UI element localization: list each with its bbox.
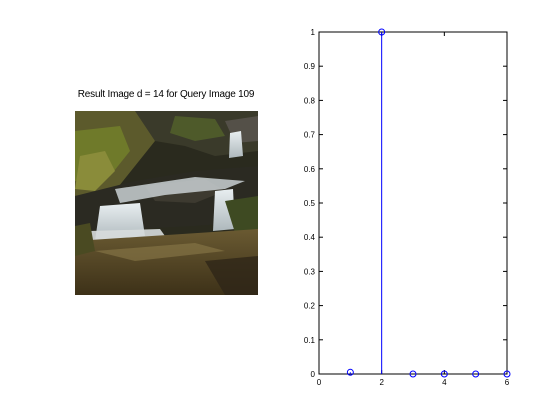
x-tick-label: 4 (442, 378, 447, 387)
plot-area (318, 31, 508, 375)
y-tick-label: 0.3 (304, 267, 316, 276)
y-tick-label: 0.9 (304, 62, 316, 71)
x-tick-label: 0 (317, 378, 322, 387)
y-tick-label: 0.5 (304, 199, 316, 208)
waterfall-photo (75, 111, 258, 295)
result-image (75, 111, 258, 295)
stem-marker (503, 370, 511, 378)
chart-axes: 0 0.1 0.2 0.3 0.4 0.5 0.6 0.7 0.8 0.9 1 0 2 4 6 (304, 28, 510, 387)
y-tick-label: 0.4 (304, 233, 316, 242)
stem-marker (472, 370, 480, 378)
y-tick-label: 0.8 (304, 96, 316, 105)
chart-marks (346, 28, 511, 378)
y-tick-label: 0.2 (304, 302, 316, 311)
y-tick-label: 0.6 (304, 165, 316, 174)
y-tick-label: 1 (311, 28, 316, 37)
stem-marker (440, 370, 448, 378)
x-tick-label: 2 (379, 378, 384, 387)
image-title: Result Image d = 14 for Query Image 109 (77, 89, 255, 100)
stem-marker (378, 28, 386, 36)
y-tick-label: 0.7 (304, 131, 316, 140)
y-tick-label: 0 (311, 370, 316, 379)
x-tick-label: 6 (505, 378, 510, 387)
y-tick-label: 0.1 (304, 336, 316, 345)
stem-marker (346, 368, 354, 376)
stem-marker (409, 370, 417, 378)
